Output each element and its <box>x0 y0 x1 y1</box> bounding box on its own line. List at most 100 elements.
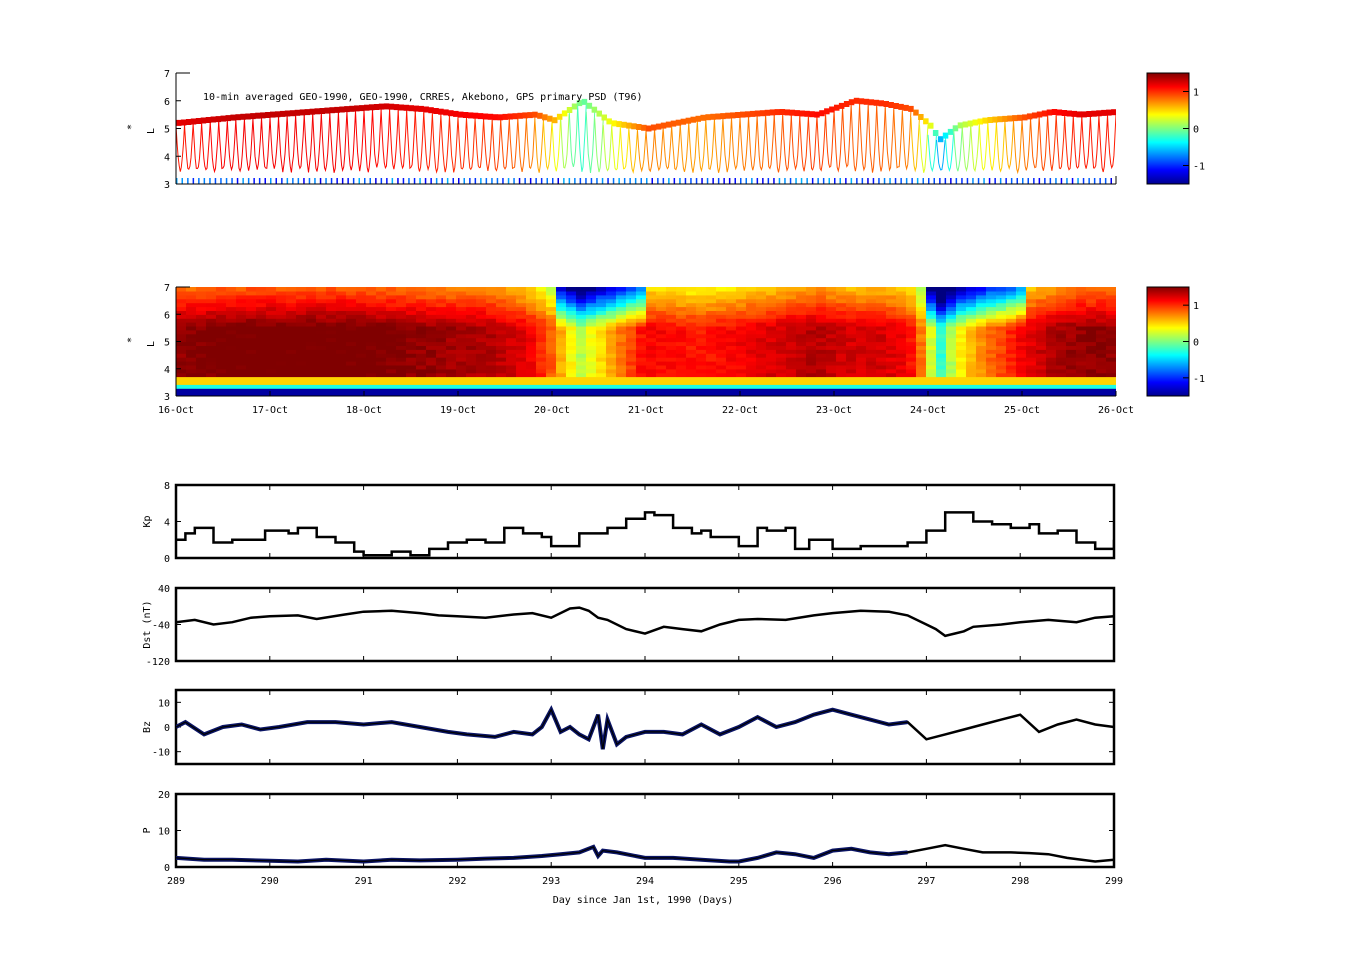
psd-heatmap-cell <box>1096 384 1107 389</box>
psd-heatmap-cell <box>916 329 927 335</box>
psd-heatmap-cell <box>296 325 307 331</box>
psd-heatmap-cell <box>916 380 927 385</box>
psd-heatmap-cell <box>846 364 857 370</box>
psd-heatmap-cell <box>606 364 617 370</box>
psd-heatmap-cell <box>436 361 447 366</box>
psd-orbit-trace <box>944 133 955 172</box>
psd-heatmap-cell <box>366 325 377 331</box>
psd-low-l-point <box>1027 178 1029 184</box>
psd-low-l-point <box>297 178 300 184</box>
psd-geo-point <box>314 108 320 115</box>
psd-low-l-point <box>850 178 853 184</box>
psd-low-l-point <box>253 178 255 184</box>
psd-heatmap-cell <box>526 310 537 315</box>
psd-heatmap-cell <box>966 380 977 385</box>
psd-orbit-trace <box>628 129 638 174</box>
psd-heatmap-cell <box>256 325 267 331</box>
psd-heatmap-cell <box>686 325 697 331</box>
psd-heatmap-cell <box>236 380 247 385</box>
psd-heatmap-cell <box>486 376 497 381</box>
psd-geo-point <box>670 120 677 127</box>
psd-heatmap-cell <box>296 361 307 366</box>
psd-low-l-point <box>717 178 720 184</box>
psd-heatmap-cell <box>286 302 297 308</box>
psd-heatmap-cell <box>306 290 317 296</box>
psd-low-l-point <box>480 178 482 184</box>
psd-assim-ytick-label: 7 <box>164 283 170 294</box>
psd-low-l-point <box>435 178 438 184</box>
psd-heatmap-cell <box>1036 310 1047 315</box>
psd-heatmap-cell <box>276 322 287 327</box>
psd-heatmap-cell <box>376 314 387 319</box>
psd-heatmap-cell <box>436 318 447 323</box>
psd-heatmap-cell <box>686 314 697 319</box>
psd-heatmap-cell <box>446 349 457 354</box>
psd-heatmap-cell <box>336 294 347 300</box>
psd-heatmap-cell <box>386 287 397 292</box>
psd-heatmap-cell <box>986 290 997 296</box>
psd-heatmap-cell <box>1066 345 1077 350</box>
psd-orbit-trace <box>790 115 801 171</box>
psd-geo-point <box>265 112 271 118</box>
psd-heatmap-cell <box>1056 329 1067 335</box>
psd-heatmap-cell <box>686 388 697 393</box>
psd-heatmap-cell <box>386 341 397 346</box>
psd-geo-point <box>749 110 756 117</box>
psd-heatmap-cell <box>856 314 867 319</box>
psd-heatmap-cell <box>706 302 717 308</box>
psd-heatmap-cell <box>386 357 397 362</box>
psd-heatmap-cell <box>246 306 257 311</box>
psd-heatmap-cell <box>696 314 707 319</box>
psd-heatmap-cell <box>486 290 497 296</box>
psd-heatmap-cell <box>956 388 967 393</box>
psd-heatmap-cell <box>1036 380 1047 385</box>
psd-heatmap-cell <box>756 329 767 335</box>
psd-heatmap-cell <box>826 302 837 308</box>
psd-heatmap-cell <box>576 353 587 358</box>
psd-heatmap-cell <box>686 376 697 381</box>
psd-heatmap-cell <box>746 333 757 339</box>
psd-heatmap-cell <box>196 314 207 319</box>
psd-heatmap-cell <box>876 345 887 350</box>
psd-geo-point <box>626 122 632 129</box>
psd-heatmap-cell <box>556 349 567 354</box>
psd-heatmap-cell <box>816 372 827 378</box>
psd-heatmap-cell <box>656 361 667 366</box>
psd-heatmap-cell <box>206 388 217 393</box>
psd-heatmap-cell <box>466 318 477 323</box>
psd-heatmap-cell <box>876 322 887 327</box>
psd-heatmap-cell <box>596 361 607 366</box>
psd-heatmap-cell <box>206 384 217 389</box>
psd-heatmap-cell <box>426 310 437 315</box>
psd-heatmap-cell <box>326 306 337 311</box>
psd-heatmap-cell <box>806 337 817 343</box>
psd-heatmap-cell <box>746 314 757 319</box>
psd-geo-point <box>937 136 944 143</box>
psd-heatmap-cell <box>836 310 847 315</box>
psd-heatmap-cell <box>286 384 297 389</box>
psd-heatmap-cell <box>1046 392 1057 396</box>
psd-heatmap-cell <box>786 287 797 292</box>
psd-heatmap-cell <box>346 392 357 396</box>
psd-low-l-point <box>275 178 277 184</box>
psd-heatmap-cell <box>216 325 227 331</box>
psd-heatmap-cell <box>1106 388 1116 393</box>
psd-heatmap-cell <box>896 361 907 366</box>
psd-heatmap-cell <box>546 287 557 292</box>
psd-heatmap-cell <box>886 306 897 311</box>
psd-heatmap-cell <box>626 384 637 389</box>
psd-heatmap-cell <box>806 364 817 370</box>
psd-heatmap-cell <box>436 353 447 358</box>
psd-orbit-trace <box>645 130 655 173</box>
psd-heatmap-cell <box>256 353 267 358</box>
psd-heatmap-cell <box>586 306 597 311</box>
psd-heatmap-cell <box>176 337 187 343</box>
psd-heatmap-cell <box>966 384 977 389</box>
psd-heatmap-cell <box>1026 314 1037 319</box>
psd-heatmap-cell <box>896 337 907 343</box>
psd-heatmap-cell <box>616 329 627 335</box>
psd-heatmap-cell <box>1046 310 1057 315</box>
psd-heatmap-cell <box>976 345 987 350</box>
psd-heatmap-cell <box>426 353 437 358</box>
psd-heatmap-cell <box>676 322 687 327</box>
